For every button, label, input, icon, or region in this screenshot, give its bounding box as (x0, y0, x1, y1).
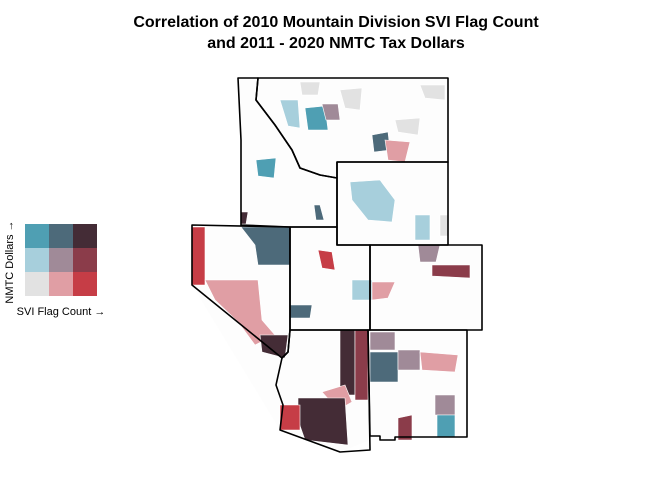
legend-x-label: SVI Flag Count → (17, 306, 106, 318)
county (297, 397, 349, 446)
county (419, 84, 446, 101)
state (369, 244, 483, 331)
county (414, 214, 431, 241)
county (339, 329, 356, 396)
legend-cell (49, 248, 73, 272)
legend-y-label: NMTC Dollars → (4, 220, 16, 303)
legend: NMTC Dollars → SVI Flag Count → (4, 220, 105, 318)
county (321, 103, 341, 121)
county (369, 351, 399, 383)
legend-cell (73, 272, 97, 296)
county-fills (191, 81, 471, 446)
county (439, 214, 449, 237)
state-borders (191, 77, 483, 453)
legend-cell (49, 272, 73, 296)
state (367, 329, 468, 441)
county (351, 279, 373, 301)
county (299, 81, 321, 96)
legend-cell (25, 248, 49, 272)
county (397, 349, 421, 371)
county (279, 99, 301, 129)
county (397, 414, 413, 441)
county (317, 249, 336, 271)
county (304, 105, 329, 131)
county (431, 264, 471, 279)
county (259, 334, 289, 359)
county (371, 281, 396, 301)
county (191, 226, 206, 286)
legend-cell (25, 224, 49, 248)
county (313, 204, 325, 221)
county (394, 117, 421, 136)
county (279, 404, 301, 431)
county (419, 351, 459, 373)
state (255, 77, 449, 179)
legend-cell (73, 224, 97, 248)
legend-cell (49, 224, 73, 248)
county (339, 87, 363, 111)
county (255, 157, 277, 179)
legend-cell (73, 248, 97, 272)
county (436, 414, 456, 438)
title-line-2: and 2011 - 2020 NMTC Tax Dollars (207, 35, 465, 52)
legend-cell (25, 272, 49, 296)
county (289, 304, 313, 319)
title-line-1: Correlation of 2010 Mountain Division SV… (133, 14, 539, 31)
county (349, 179, 396, 223)
county (369, 331, 396, 351)
county (417, 244, 441, 263)
county (434, 394, 456, 416)
county (354, 329, 369, 401)
